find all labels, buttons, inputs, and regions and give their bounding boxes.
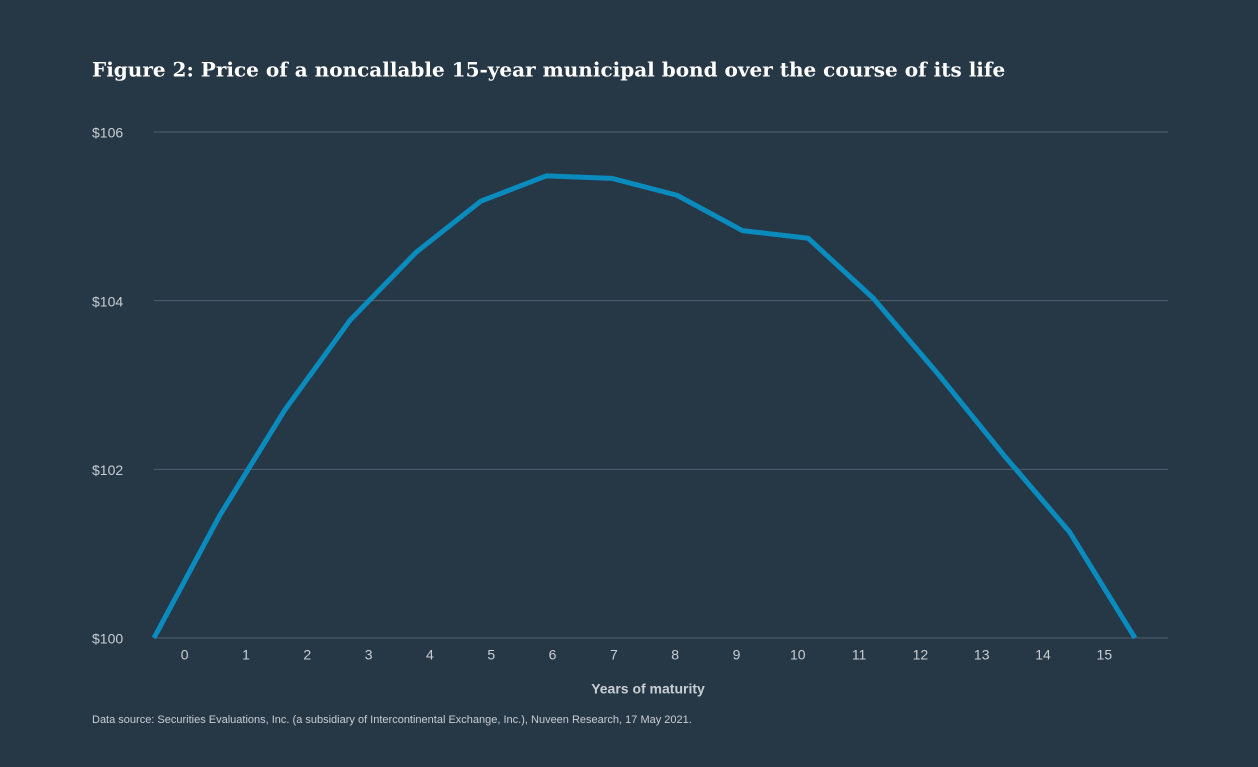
source-note: Data source: Securities Evaluations, Inc…: [92, 714, 692, 726]
x-axis-label: Years of maturity: [591, 681, 705, 697]
x-tick-label: 11: [852, 647, 867, 663]
y-tick-label: $100: [92, 631, 123, 647]
y-tick-label: $104: [92, 293, 123, 309]
x-tick-label: 13: [974, 647, 990, 663]
x-tick-label: 12: [913, 647, 929, 663]
chart-title: Figure 2: Price of a noncallable 15-year…: [92, 58, 1005, 82]
x-tick-label: 0: [181, 647, 189, 663]
x-tick-label: 3: [365, 647, 373, 663]
x-tick-label: 1: [242, 647, 250, 663]
x-tick-label: 10: [790, 647, 806, 663]
x-tick-label: 8: [671, 647, 679, 663]
x-tick-label: 4: [426, 647, 434, 663]
x-tick-label: 9: [733, 647, 741, 663]
x-tick-label: 2: [303, 647, 311, 663]
y-tick-label: $106: [92, 125, 123, 141]
x-tick-label: 6: [549, 647, 557, 663]
x-tick-label: 14: [1035, 647, 1051, 663]
x-tick-label: 7: [610, 647, 618, 663]
x-tick-label: 15: [1097, 647, 1113, 663]
data-line: [151, 173, 1138, 640]
y-tick-label: $102: [92, 462, 123, 478]
x-tick-label: 5: [487, 647, 495, 663]
